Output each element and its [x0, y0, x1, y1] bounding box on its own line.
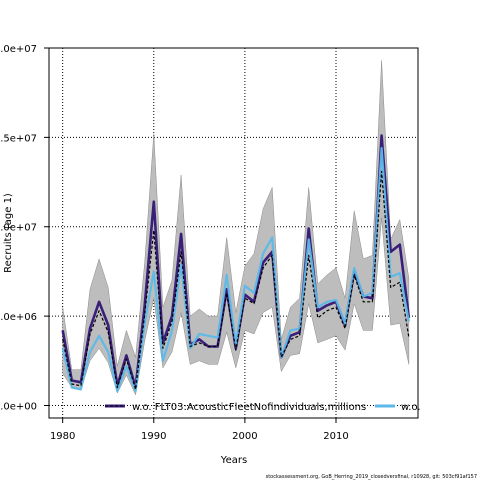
y-axis: 0.0e+00 5.0e+06 1.0e+07 1.5e+07 2.0e+07: [0, 44, 49, 412]
y-tick-label: 1.0e+07: [0, 223, 37, 234]
x-tick-label: 1980: [50, 431, 75, 442]
x-tick-label: 2010: [323, 431, 348, 442]
series-lines: [61, 134, 411, 393]
y-tick-label: 2.0e+07: [0, 44, 37, 55]
series-line-3: [62, 170, 410, 390]
plot-frame: [48, 47, 419, 419]
legend-label-series-1: w.o. FLT03:AcousticFleetNofindividuals,m…: [132, 402, 366, 413]
footer-text: stockassessment.org, GoB_Herring_2019_cl…: [266, 474, 477, 480]
y-axis-label: Recruits (age 1): [3, 193, 14, 273]
y-tick-label: 0.0e+00: [0, 401, 37, 412]
x-axis: 1980 1990 2000 2010: [50, 418, 349, 442]
series-line-2: [61, 147, 410, 393]
confidence-band: [62, 60, 410, 396]
grid-lines: [49, 47, 418, 418]
x-axis-label: Years: [220, 455, 247, 466]
x-tick-label: 1990: [141, 431, 166, 442]
y-tick-label: 5.0e+06: [0, 312, 37, 323]
y-tick-label: 1.5e+07: [0, 133, 37, 144]
legend: w.o. FLT03:AcousticFleetNofindividuals,m…: [105, 402, 421, 413]
plot-area: [61, 60, 411, 396]
x-tick-label: 2000: [232, 431, 257, 442]
legend-label-series-2: w.o.: [401, 402, 421, 413]
